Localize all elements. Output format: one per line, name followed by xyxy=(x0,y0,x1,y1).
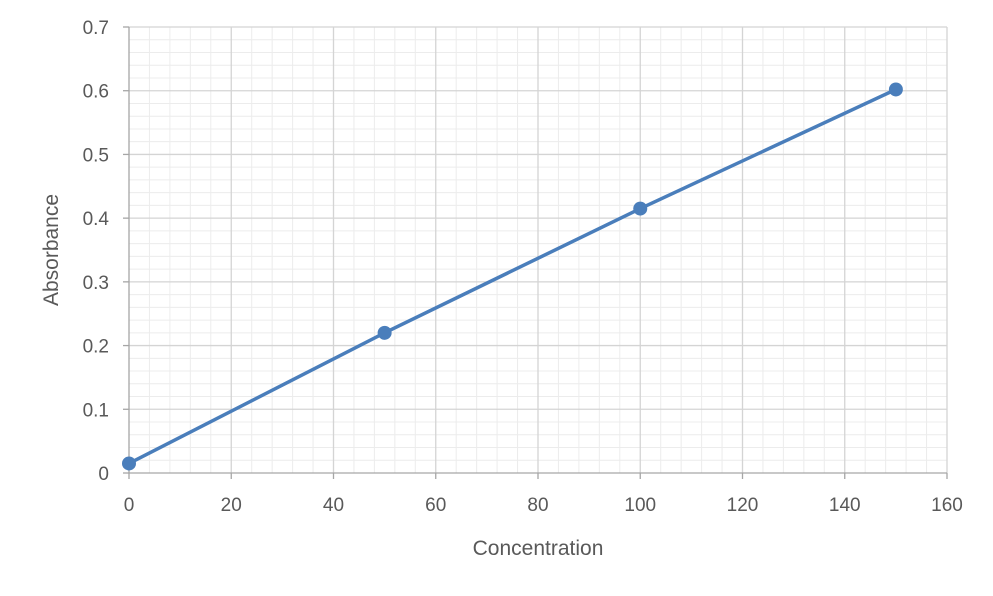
y-axis-label: Absorbance xyxy=(40,194,63,306)
x-tick-labels: 0 20 40 60 80 100 120 140 160 xyxy=(124,495,963,516)
data-point xyxy=(122,456,136,471)
y-tick-label: 0.2 xyxy=(83,337,109,358)
x-tick-label: 100 xyxy=(624,495,656,516)
x-tick-label: 160 xyxy=(931,495,963,516)
data-point xyxy=(888,82,903,97)
series-line xyxy=(128,87,897,466)
y-tick-labels: 0 0.1 0.2 0.3 0.4 0.5 0.6 0.7 xyxy=(83,18,110,485)
x-tick-label: 120 xyxy=(727,495,759,516)
y-tick-label: 0.7 xyxy=(83,18,109,39)
y-tick-label: 0.3 xyxy=(83,273,109,294)
x-tick-label: 80 xyxy=(527,495,548,516)
y-tick-label: 0.5 xyxy=(83,145,109,166)
y-tick-label: 0.6 xyxy=(83,82,109,103)
y-tick-label: 0.1 xyxy=(83,400,109,421)
x-tick-label: 20 xyxy=(221,495,242,516)
major-grid xyxy=(129,26,948,473)
x-axis-label: Concentration xyxy=(473,537,604,560)
x-tick-label: 140 xyxy=(829,495,861,516)
x-tick-label: 40 xyxy=(323,495,344,516)
y-tick-label: 0.4 xyxy=(83,209,110,230)
axes xyxy=(123,26,948,479)
x-tick-label: 60 xyxy=(425,495,446,516)
data-point xyxy=(377,325,392,340)
y-tick-label: 0 xyxy=(98,464,109,485)
x-tick-label: 0 xyxy=(124,495,135,516)
data-point xyxy=(633,201,648,216)
series-layer xyxy=(122,82,903,471)
